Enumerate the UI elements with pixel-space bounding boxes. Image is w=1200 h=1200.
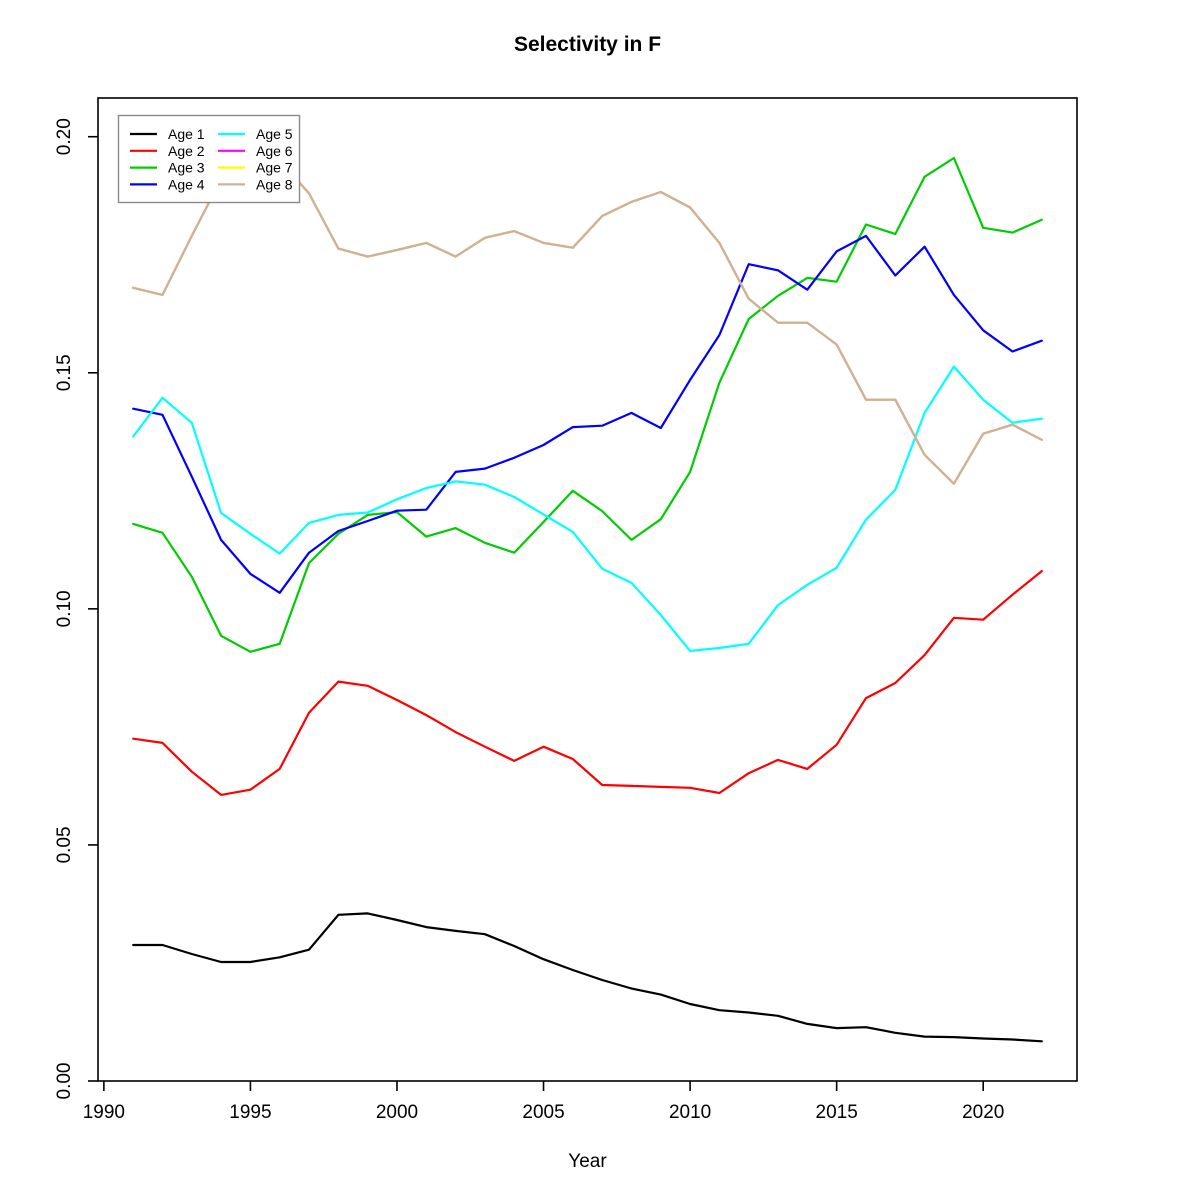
y-tick-label-0.15: 0.15 — [54, 354, 75, 391]
legend-label-age-2: Age 2 — [168, 143, 205, 159]
x-tick-label-2010: 2010 — [669, 1102, 711, 1123]
y-tick-label-0.20: 0.20 — [54, 118, 75, 155]
series-line-age-5 — [132, 365, 1043, 653]
plot-border — [97, 97, 1078, 1082]
legend-box — [117, 114, 301, 204]
chart-title: Selectivity in F — [513, 33, 662, 56]
legend-label-age-1: Age 1 — [168, 126, 205, 142]
legend-label-age-4: Age 4 — [168, 176, 205, 192]
y-tick-label-0.10: 0.10 — [54, 590, 75, 627]
series-line-age-6 — [132, 154, 1043, 485]
x-axis-label: Year — [568, 1151, 607, 1172]
x-tick-label-2000: 2000 — [376, 1102, 418, 1123]
legend-label-age-5: Age 5 — [256, 126, 293, 142]
y-tick-label-0.05: 0.05 — [54, 826, 75, 863]
y-tick-label-0.00: 0.00 — [54, 1063, 75, 1100]
series-line-age-4 — [132, 234, 1043, 594]
series-line-age-8 — [132, 154, 1043, 485]
legend-label-age-8: Age 8 — [256, 176, 293, 192]
legend-label-age-3: Age 3 — [168, 160, 205, 176]
x-tick-label-2015: 2015 — [816, 1102, 858, 1123]
series-line-age-7 — [132, 154, 1043, 485]
x-tick-label-2020: 2020 — [962, 1102, 1004, 1123]
series-line-age-1 — [132, 912, 1043, 1043]
legend-label-age-7: Age 7 — [256, 160, 293, 176]
legend-label-age-6: Age 6 — [256, 143, 293, 159]
series-line-age-2 — [132, 569, 1043, 797]
series-line-age-3 — [132, 156, 1043, 653]
x-tick-label-1995: 1995 — [229, 1102, 271, 1123]
x-tick-label-1990: 1990 — [83, 1102, 125, 1123]
x-tick-label-2005: 2005 — [522, 1102, 564, 1123]
